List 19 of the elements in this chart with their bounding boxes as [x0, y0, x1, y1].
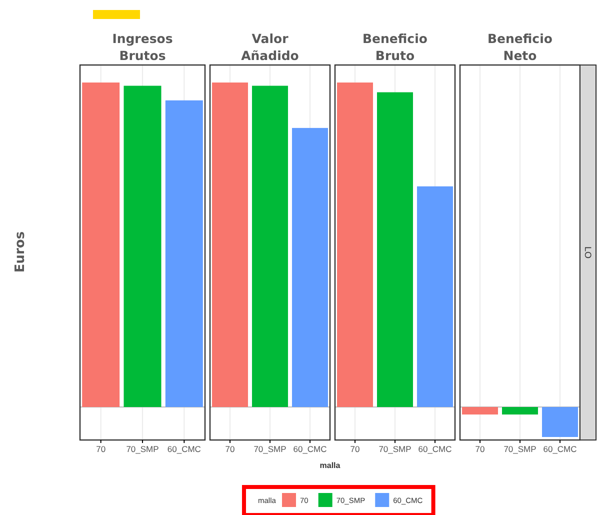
chart-title: Ingresos Brutos: [112, 31, 173, 63]
x-tick-label: 70_SMP: [126, 444, 160, 454]
chart-title: Beneficio Neto: [488, 31, 553, 63]
x-axis-title: malla: [320, 461, 341, 470]
x-tick-label: 70: [475, 444, 485, 454]
chart-title: Beneficio Bruto: [362, 31, 428, 63]
x-tick-label: 70: [350, 444, 360, 454]
text: LO: [583, 246, 593, 259]
x-tick-label: 60_CMC: [293, 444, 327, 454]
x-tick-label: 70: [96, 444, 106, 454]
x-tick-label: 70_SMP: [504, 444, 537, 454]
x-tick-label: 70: [225, 444, 235, 454]
y-axis-title: Euros: [13, 231, 28, 273]
x-tick-label: 70_SMP: [254, 444, 287, 454]
chart-title: Valor Añadido: [241, 31, 300, 63]
x-tick-label: 60_CMC: [418, 444, 452, 454]
x-tick-label: 70_SMP: [378, 444, 412, 454]
x-tick-label: 60_CMC: [543, 444, 577, 454]
x-tick-label: 60_CMC: [167, 444, 201, 454]
